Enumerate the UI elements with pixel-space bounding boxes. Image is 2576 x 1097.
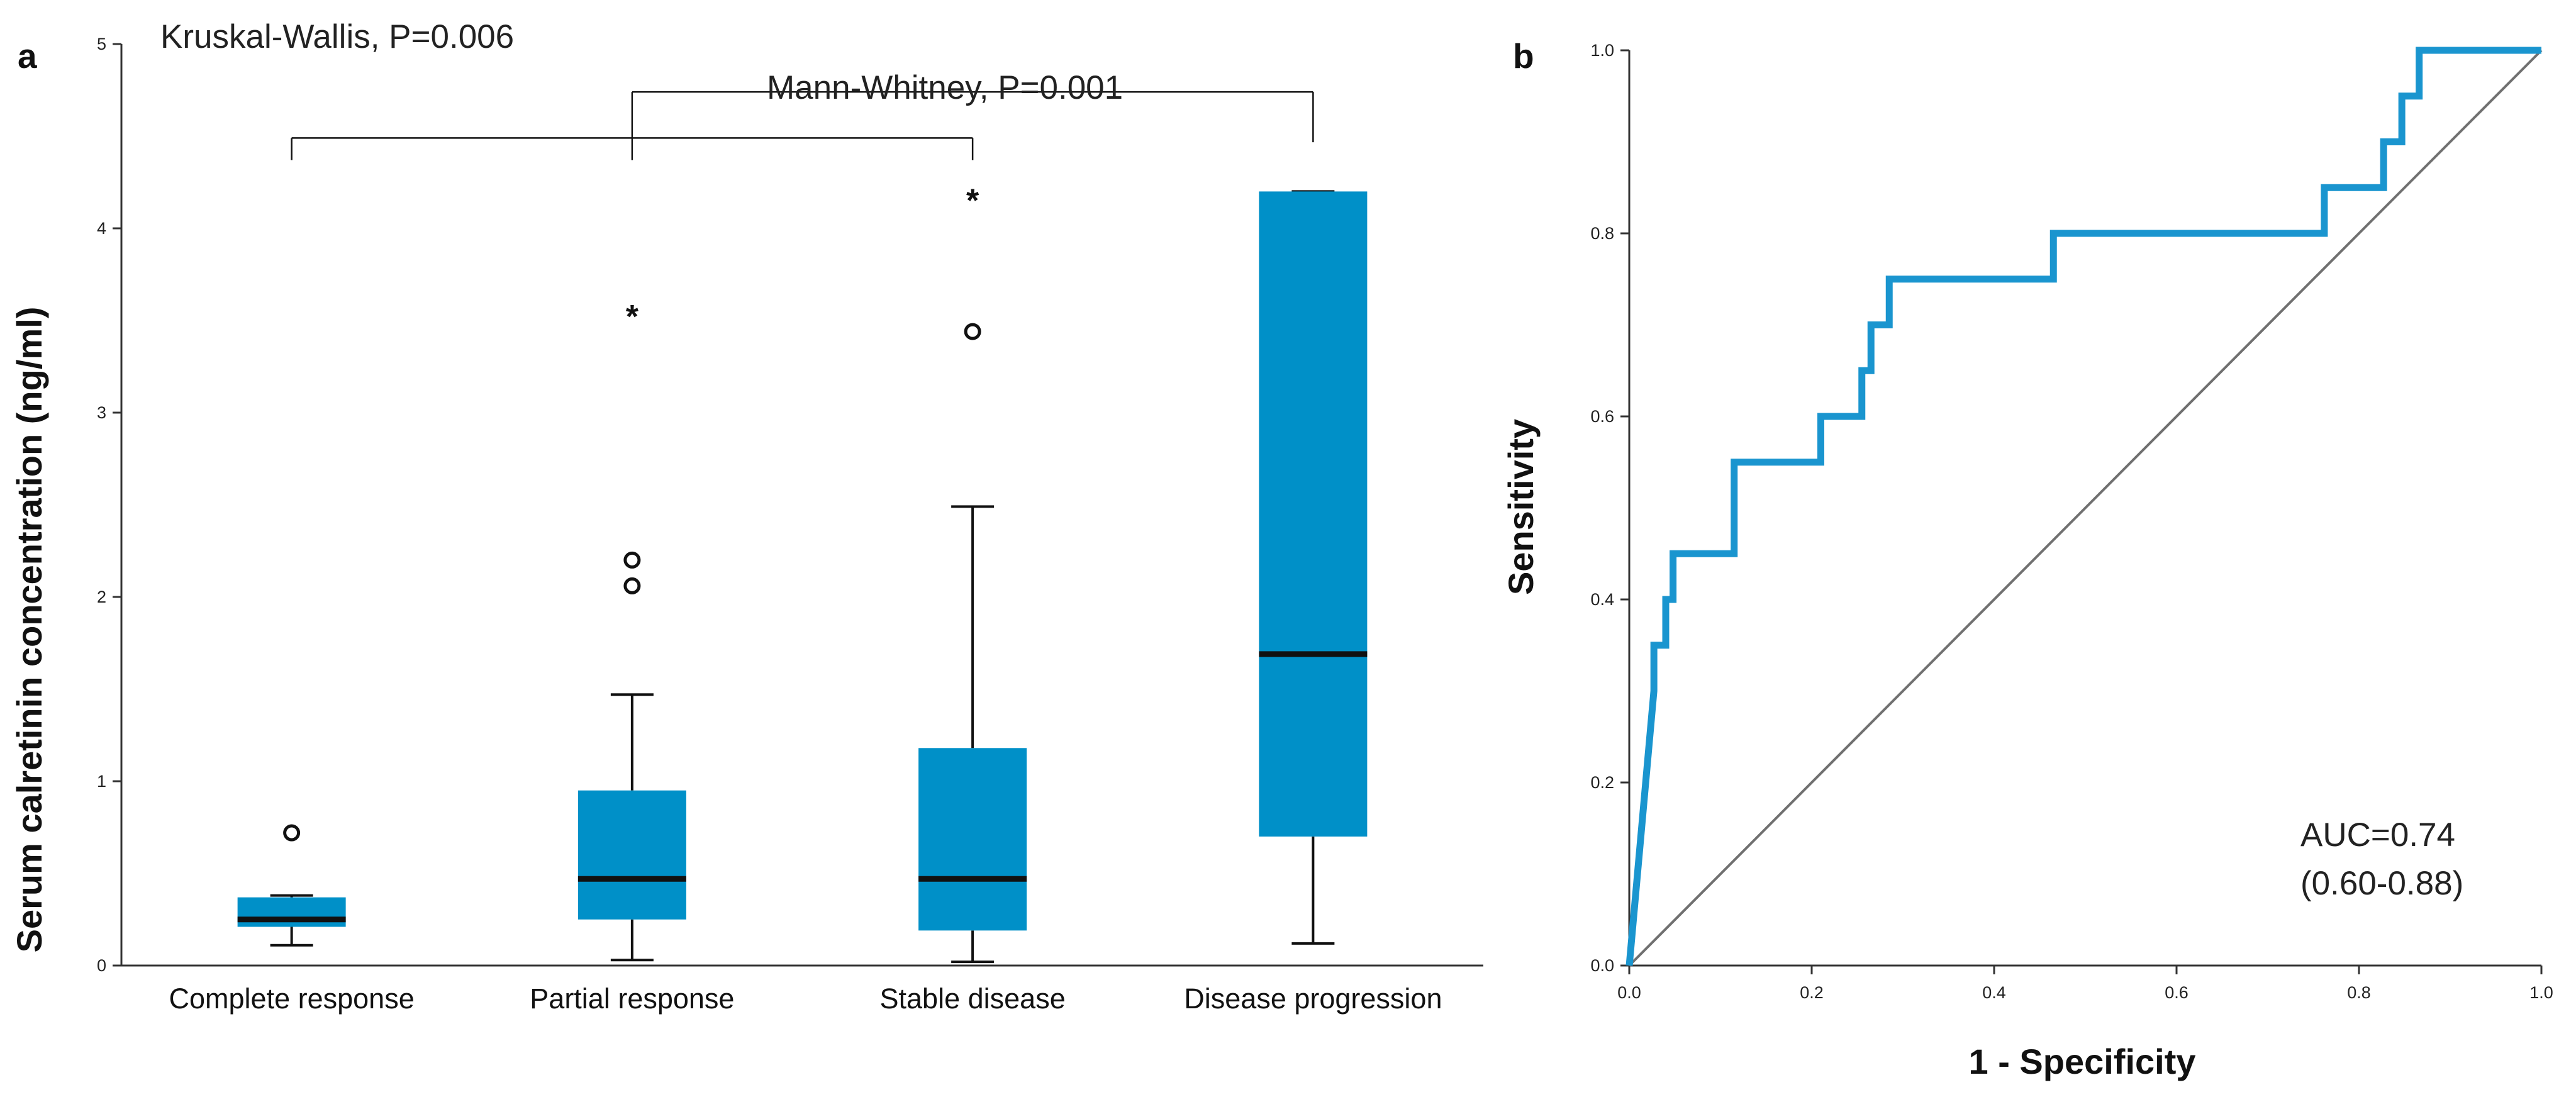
outlier-circle: [623, 577, 641, 594]
x-tick-label-b: 0.4: [1982, 983, 2006, 1002]
y-tick-label-b: 0.2: [1590, 773, 1614, 792]
y-tick-label-a: 3: [97, 403, 106, 422]
extreme-outlier-star: *: [626, 299, 639, 335]
x-tick-label-b: 0.0: [1617, 983, 1641, 1002]
box: [237, 897, 346, 927]
box: [918, 748, 1027, 931]
auc-value: AUC=0.74: [2300, 816, 2455, 854]
x-tick-label-b: 1.0: [2529, 983, 2553, 1002]
category-label: Complete response: [169, 983, 415, 1015]
axes-a: 0 1 2 3 4 5: [97, 35, 1483, 975]
y-tick-label-a: 4: [97, 219, 106, 238]
y-tick-label-b: 0.6: [1590, 407, 1614, 426]
boxes: **: [237, 182, 1368, 964]
y-axis-title-b: Sensitivity: [1501, 419, 1541, 595]
boxplot-chart: Serum calretinin concentration (ng/ml) 0…: [9, 18, 1483, 1015]
box-group: [237, 824, 346, 947]
category-label: Disease progression: [1184, 983, 1442, 1015]
outlier-circle: [623, 551, 641, 569]
y-tick-label-b: 0.4: [1590, 590, 1614, 609]
category-label: Stable disease: [880, 983, 1066, 1015]
x-tick-label-b: 0.2: [1800, 983, 1824, 1002]
panel-b-letter: b: [1513, 36, 1534, 75]
y-tick-label-a: 1: [97, 772, 106, 791]
roc-curve-line: [1625, 47, 2541, 966]
roc-chart: Sensitivity 1 - Specificity 0.0 0.2 0.4 0.6…: [1501, 41, 2553, 1081]
y-tick-label-b: 0.8: [1590, 224, 1614, 243]
significance-brackets: [291, 91, 1314, 160]
y-tick-label-a: 0: [97, 956, 106, 975]
kruskal-wallis-annotation: Kruskal-Wallis, P=0.006: [160, 18, 514, 55]
category-label: Partial response: [530, 983, 734, 1015]
box-group: *: [918, 182, 1027, 964]
y-tick-label-a: 5: [97, 35, 106, 53]
y-tick-label-b: 1.0: [1590, 41, 1614, 60]
extreme-outlier-star: *: [966, 182, 979, 219]
box: [1259, 191, 1368, 837]
auc-ci: (0.60-0.88): [2300, 865, 2463, 902]
x-tick-label-b: 0.6: [2165, 983, 2188, 1002]
category-labels: Complete response Partial response Stable …: [169, 983, 1442, 1015]
y-tick-label-b: 0.0: [1590, 956, 1614, 975]
outlier-circle: [283, 824, 301, 842]
y-tick-label-a: 2: [97, 587, 106, 606]
box-group: [1259, 190, 1368, 945]
outlier-circle: [964, 323, 981, 340]
panel-a-letter: a: [18, 36, 37, 75]
y-axis-title-a: Serum calretinin concentration (ng/ml): [9, 307, 49, 953]
roc-lines: [1625, 47, 2543, 967]
box: [577, 790, 686, 920]
axes-b: 0.0 0.2 0.4 0.6 0.8 1.0 0.0 0.2 0.4 0.6 0.8 1.0: [1590, 41, 2553, 1002]
x-tick-label-b: 0.8: [2347, 983, 2371, 1002]
box-group: *: [577, 299, 686, 962]
reference-diagonal-line: [1628, 49, 2543, 967]
x-axis-title-b: 1 - Specificity: [1968, 1042, 2195, 1081]
mann-whitney-annotation: Mann-Whitney, P=0.001: [767, 69, 1123, 106]
